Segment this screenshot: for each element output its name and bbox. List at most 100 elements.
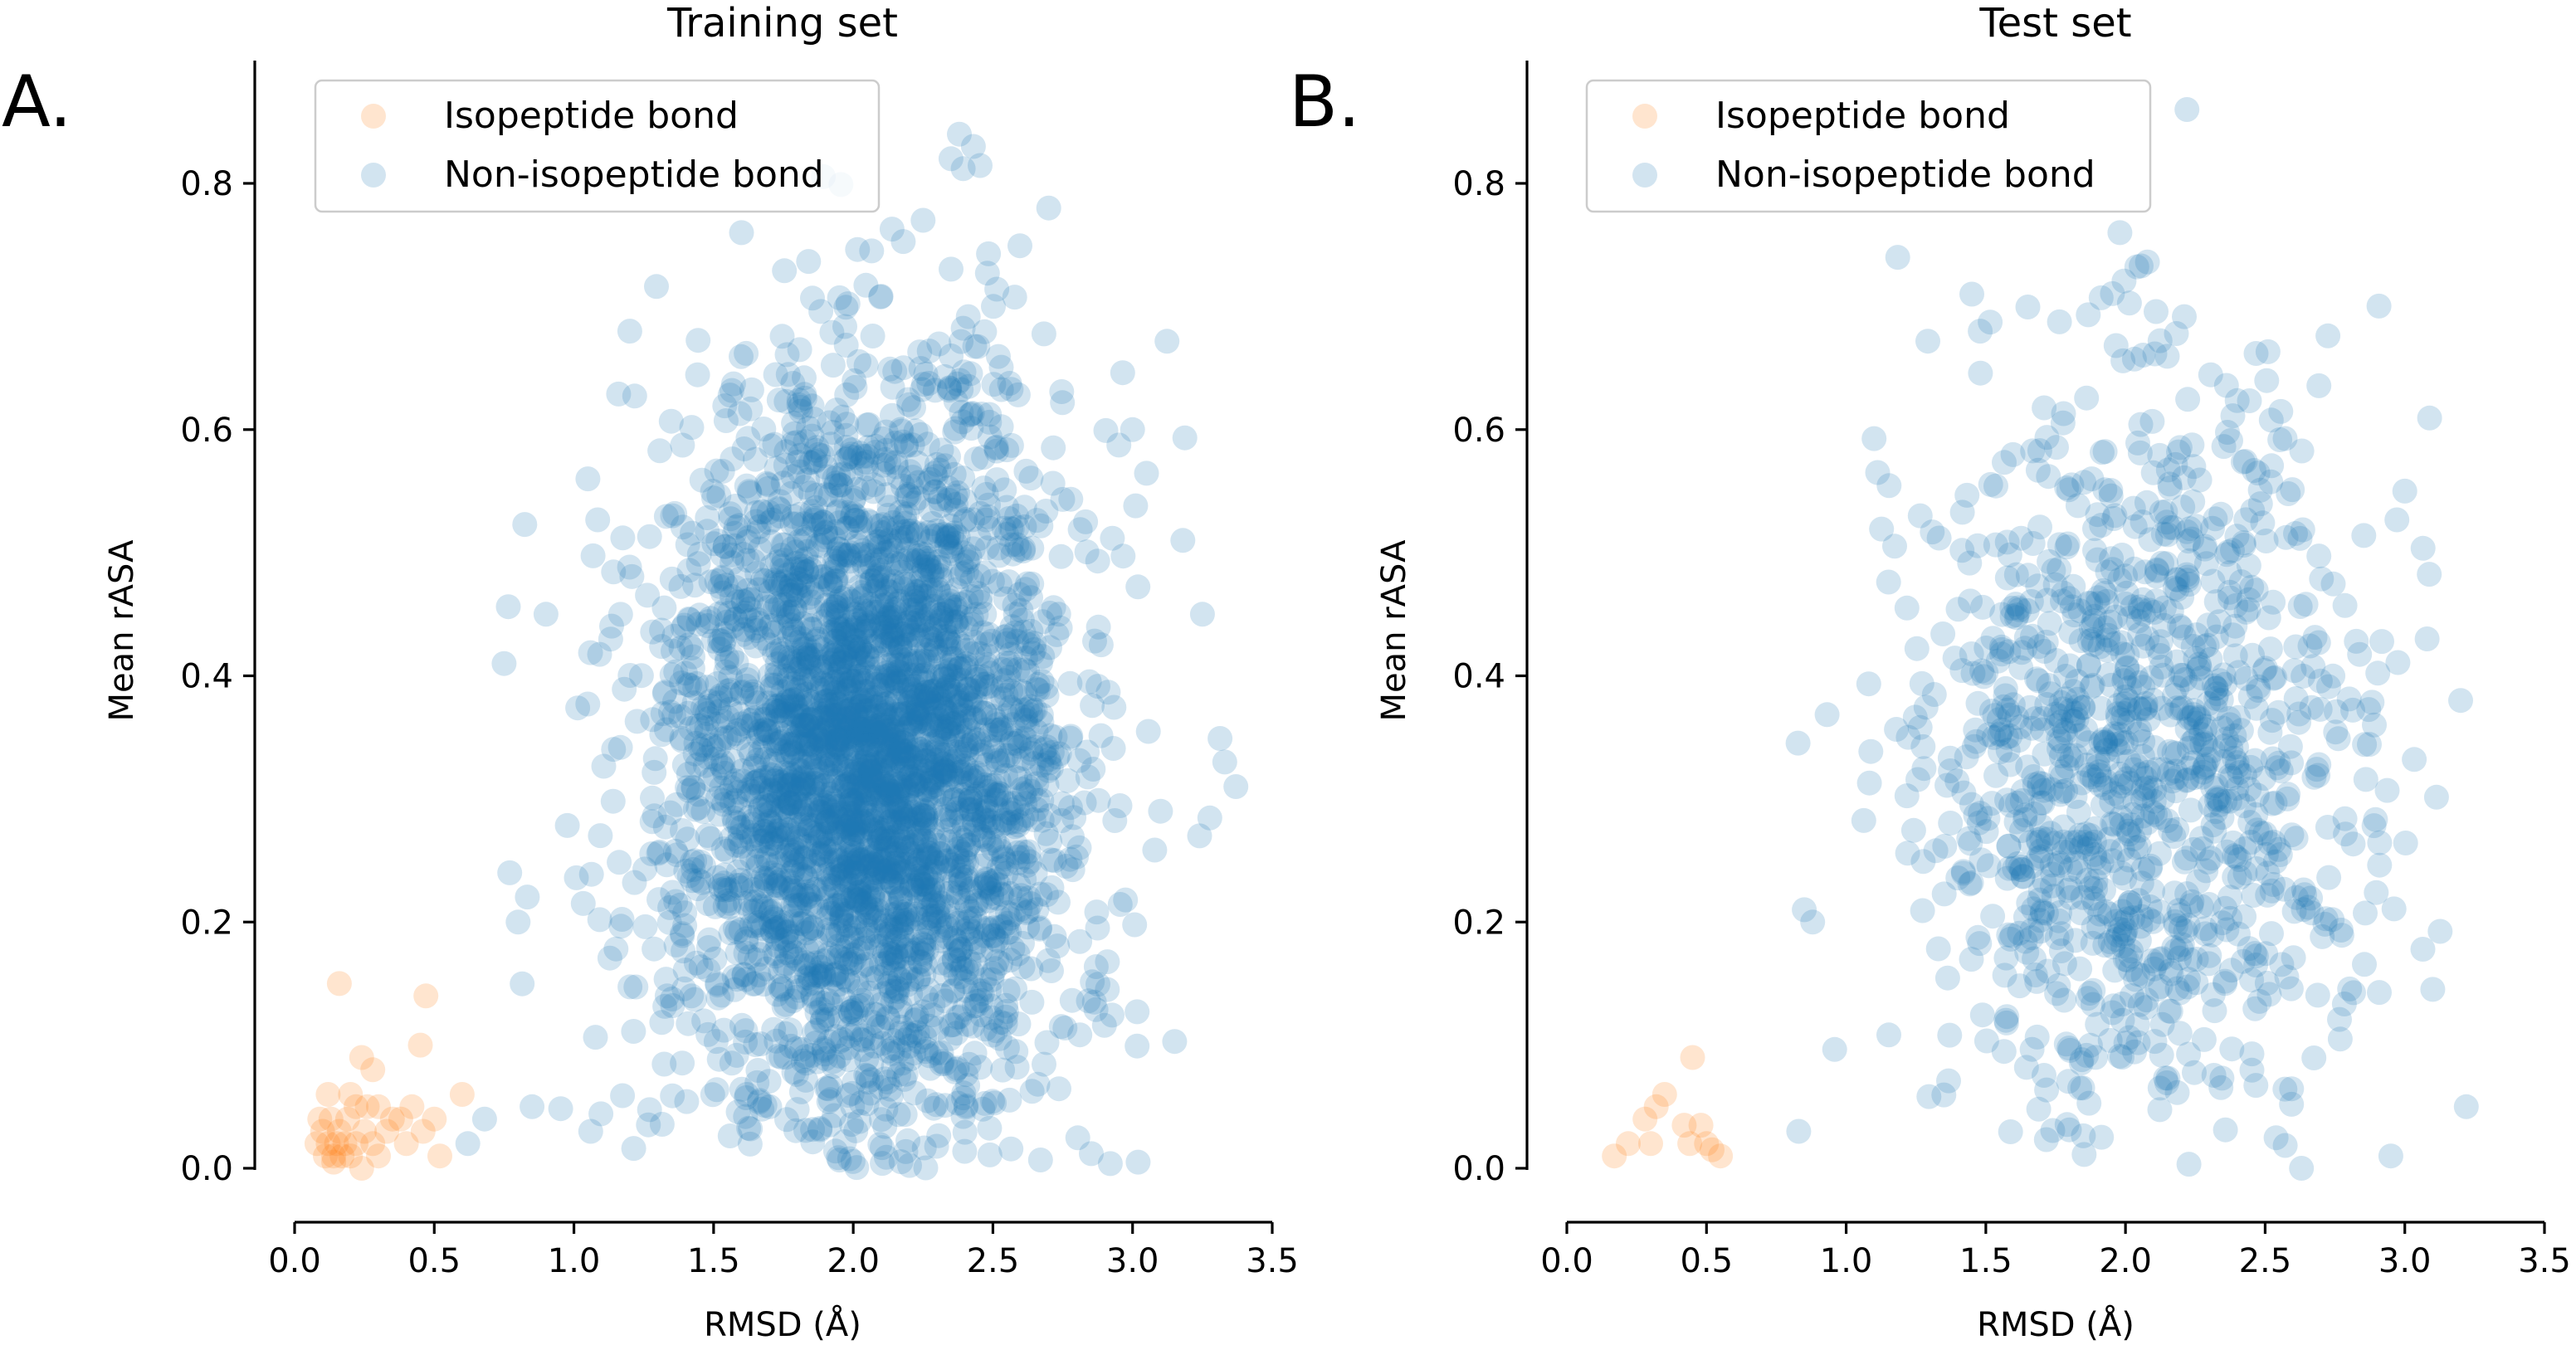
data-point (2105, 705, 2130, 731)
data-point (654, 852, 680, 878)
data-point (642, 759, 667, 785)
data-point (781, 411, 807, 436)
data-point (799, 813, 825, 839)
data-point (770, 913, 796, 938)
data-point (867, 758, 893, 783)
data-point (912, 721, 937, 747)
data-point (748, 794, 773, 820)
data-point (956, 373, 981, 399)
data-point (722, 772, 748, 797)
data-point (890, 669, 915, 694)
data-point (985, 885, 1010, 911)
data-point (2315, 323, 2341, 348)
data-point (2220, 538, 2245, 563)
data-point (793, 1067, 818, 1093)
data-point (905, 520, 930, 546)
data-point (849, 953, 875, 979)
data-point (2115, 818, 2141, 844)
data-point (2164, 321, 2189, 346)
data-point (899, 967, 925, 992)
data-point (844, 529, 870, 555)
data-point (2174, 845, 2199, 871)
data-point (2283, 826, 2309, 851)
data-point (946, 938, 972, 964)
data-point (739, 681, 765, 707)
data-point (652, 814, 678, 840)
data-point (869, 992, 895, 1017)
x-tick-label: 2.5 (2239, 1242, 2292, 1280)
data-point (922, 479, 948, 504)
data-point (812, 698, 837, 723)
data-point (732, 845, 757, 871)
data-point (1039, 739, 1065, 765)
data-point (723, 494, 749, 519)
data-point (802, 852, 827, 878)
data-point (963, 765, 988, 791)
data-point (768, 572, 793, 597)
data-point (939, 256, 964, 282)
data-point (936, 599, 962, 624)
data-point (874, 718, 900, 743)
data-point (2259, 791, 2285, 816)
data-point (936, 636, 962, 662)
data-point (873, 782, 899, 807)
data-point (905, 697, 931, 723)
data-point (704, 1077, 729, 1103)
data-point (2116, 290, 2142, 316)
data-point (954, 756, 980, 782)
data-point (1047, 615, 1073, 641)
data-point (749, 828, 774, 854)
data-point (977, 977, 1003, 1002)
data-point (822, 875, 848, 899)
panel-b-x-axis-title: RMSD (Å) (1977, 1304, 2134, 1344)
data-point (847, 694, 872, 719)
data-point (928, 608, 954, 634)
data-point (936, 708, 962, 733)
non-isopeptide-series (1785, 97, 2479, 1181)
data-point (758, 899, 783, 925)
data-point (741, 807, 767, 833)
data-point (1055, 768, 1081, 793)
data-point (1992, 962, 2017, 988)
data-point (1992, 450, 2017, 475)
data-point (2056, 477, 2081, 503)
data-point (838, 809, 864, 835)
data-point (1007, 537, 1032, 563)
data-point (960, 134, 986, 159)
data-point (842, 615, 868, 641)
data-point (2200, 738, 2226, 763)
data-point (910, 557, 936, 582)
data-point (778, 480, 804, 506)
data-point (795, 643, 821, 668)
data-point (636, 1112, 661, 1138)
data-point (2176, 1041, 2202, 1067)
data-point (978, 810, 1004, 836)
data-point (883, 450, 909, 475)
data-point (772, 694, 798, 719)
data-point (2305, 982, 2330, 1008)
data-point (886, 660, 911, 685)
data-point (869, 547, 895, 573)
data-point (2190, 759, 2216, 785)
data-point (818, 900, 844, 926)
data-point (1894, 595, 1920, 621)
data-point (968, 742, 994, 768)
y-tick-label: 0.8 (180, 165, 233, 203)
data-point (690, 733, 716, 758)
x-tick-label: 3.0 (2378, 1242, 2432, 1280)
data-point (920, 679, 945, 704)
data-point (706, 1046, 732, 1072)
isopeptide-series (304, 971, 475, 1181)
data-point (837, 999, 863, 1025)
data-point (800, 1117, 826, 1143)
data-point (925, 832, 951, 858)
data-point (855, 1070, 881, 1095)
data-point (885, 652, 910, 678)
data-point (2013, 636, 2038, 661)
data-point (722, 977, 747, 1002)
data-point (1084, 899, 1110, 925)
data-point (804, 435, 830, 461)
data-point (871, 632, 896, 658)
data-point (1106, 432, 1132, 458)
data-point (1125, 999, 1150, 1025)
